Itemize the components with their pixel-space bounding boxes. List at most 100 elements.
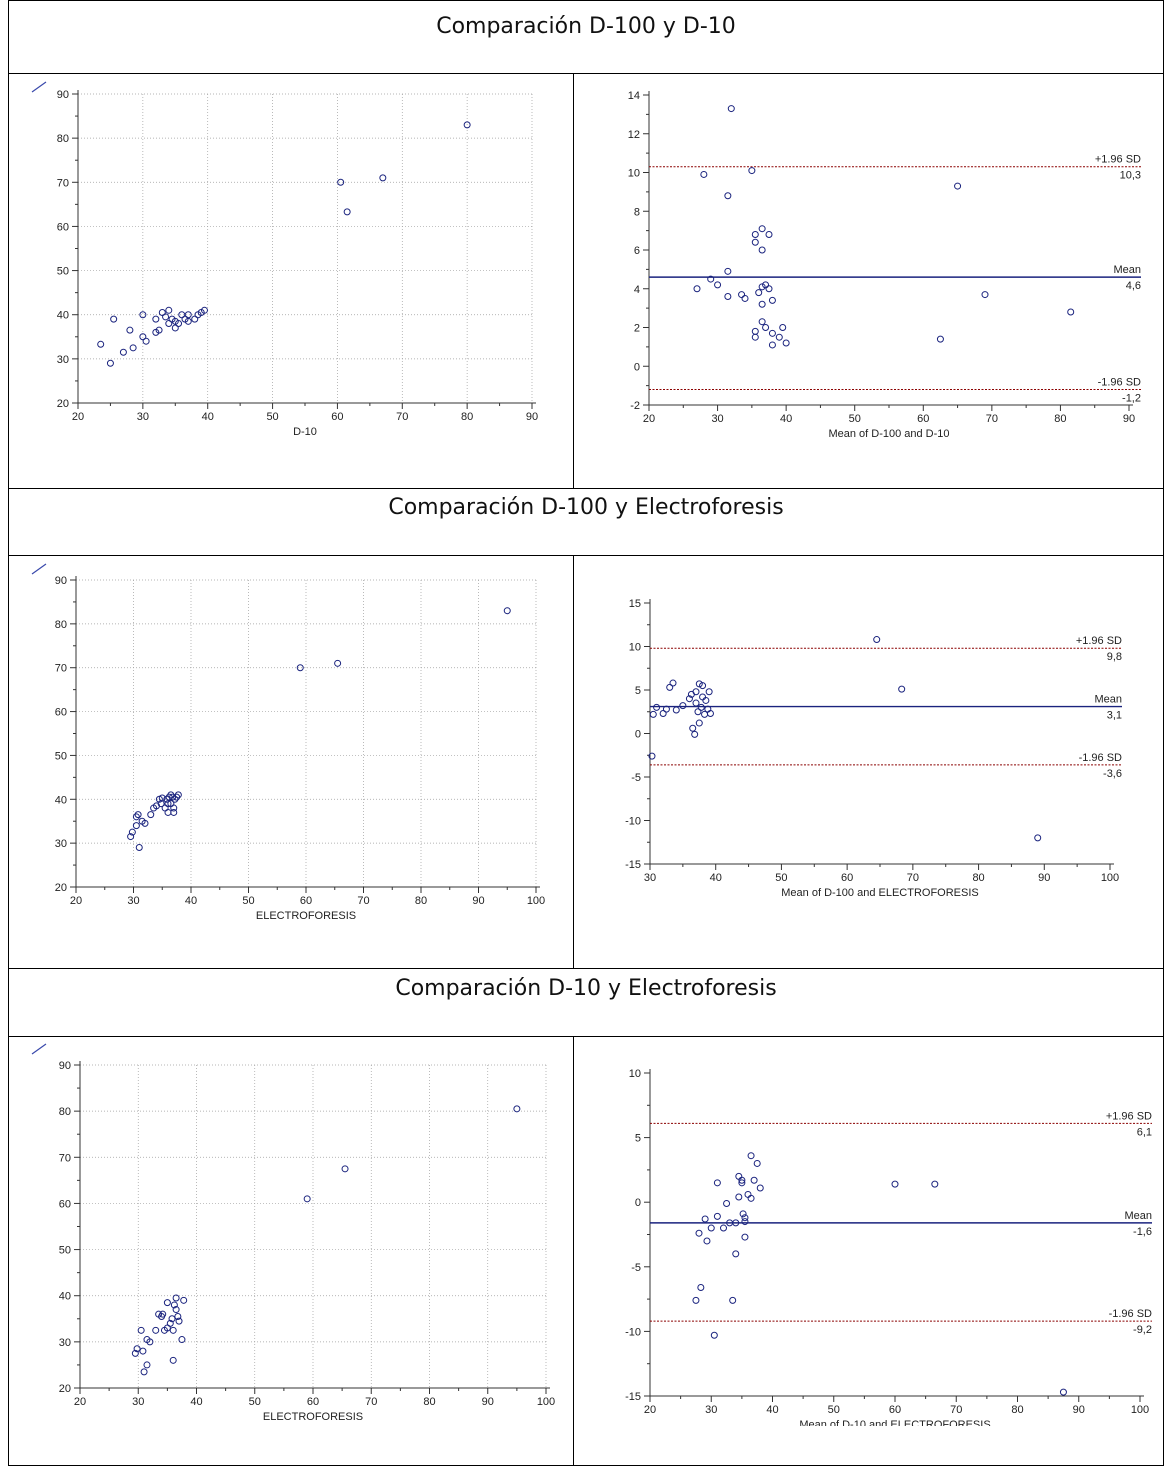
data-point — [513, 1105, 521, 1113]
data-point — [765, 231, 773, 238]
data-point — [693, 285, 701, 293]
x-axis-label: D-10 — [293, 426, 317, 438]
data-point — [751, 333, 759, 341]
data-point — [706, 709, 714, 717]
data-point — [106, 359, 114, 367]
data-point — [126, 326, 134, 334]
data-point — [158, 309, 166, 317]
x-axis-label: ELECTROFORESIS — [256, 910, 356, 922]
data-point — [165, 306, 173, 314]
y-tick-label: 50 — [55, 750, 67, 762]
data-point — [705, 688, 713, 696]
data-point — [164, 808, 172, 816]
data-point — [296, 664, 304, 672]
data-point — [140, 1368, 148, 1376]
data-point — [132, 813, 140, 821]
line-value-label: 10,3 — [1120, 170, 1141, 182]
data-point — [134, 811, 142, 819]
y-tick-label: -5 — [631, 1262, 641, 1274]
data-point — [873, 636, 881, 644]
data-point — [669, 679, 677, 687]
x-tick-label: 30 — [711, 413, 723, 425]
data-point — [343, 208, 351, 216]
x-tick-label: 100 — [1131, 1404, 1149, 1416]
data-point — [891, 1180, 899, 1188]
data-point — [167, 791, 175, 799]
x-tick-label: 40 — [710, 872, 722, 884]
data-point — [137, 1326, 145, 1334]
data-point — [898, 685, 906, 693]
y-tick-label: 70 — [57, 177, 69, 189]
data-point — [703, 1237, 711, 1245]
x-tick-label: 90 — [1038, 872, 1050, 884]
data-point — [110, 315, 118, 323]
row-divider — [8, 488, 1164, 489]
x-axis-label: Mean of D-100 and D-10 — [828, 428, 949, 440]
column-divider — [573, 73, 574, 488]
x-tick-label: 60 — [331, 411, 343, 423]
line-value-label: 3,1 — [1107, 710, 1122, 722]
data-point — [751, 238, 759, 246]
line-value-label: -9,2 — [1133, 1324, 1152, 1336]
data-point — [707, 275, 715, 283]
y-tick-label: 30 — [59, 1337, 71, 1349]
data-point — [172, 1306, 180, 1314]
x-tick-label: 40 — [190, 1396, 202, 1408]
data-point — [936, 335, 944, 343]
x-tick-label: 40 — [766, 1404, 778, 1416]
x-axis-label: ELECTROFORESIS — [263, 1411, 363, 1423]
data-point — [133, 1345, 141, 1353]
data-point — [744, 1190, 752, 1198]
x-tick-label: 70 — [365, 1396, 377, 1408]
data-point — [700, 170, 708, 178]
y-tick-label: 90 — [55, 575, 67, 587]
x-tick-label: 90 — [1123, 413, 1135, 425]
y-tick-label: 10 — [629, 1068, 641, 1080]
data-point — [779, 324, 787, 331]
data-point — [735, 1172, 743, 1180]
data-point — [169, 1356, 177, 1364]
x-tick-label: 80 — [461, 411, 473, 423]
data-point — [748, 167, 756, 175]
line-label: Mean — [1124, 1210, 1152, 1222]
y-tick-label: 4 — [634, 284, 640, 296]
data-point — [707, 1224, 715, 1232]
data-point — [713, 1212, 721, 1220]
data-point — [724, 192, 732, 200]
data-point — [659, 709, 667, 717]
data-point — [765, 285, 773, 293]
x-tick-label: 50 — [849, 413, 861, 425]
y-tick-label: 10 — [629, 642, 641, 654]
data-point — [1067, 308, 1075, 316]
data-point — [341, 1165, 349, 1173]
data-point — [139, 1347, 147, 1355]
data-point — [334, 659, 342, 667]
y-tick-label: -2 — [630, 400, 640, 412]
data-point — [724, 267, 732, 275]
data-point — [128, 828, 136, 836]
y-tick-label: 15 — [629, 598, 641, 610]
data-point — [180, 1296, 188, 1304]
data-point — [129, 344, 137, 352]
data-point — [695, 719, 703, 727]
data-point — [172, 1294, 180, 1302]
data-point — [758, 246, 766, 254]
row-divider — [8, 555, 1164, 556]
x-tick-label: 60 — [889, 1404, 901, 1416]
y-tick-label: -10 — [625, 816, 641, 828]
data-point — [741, 1233, 749, 1241]
column-divider — [573, 555, 574, 968]
section-title: Comparación D-100 y Electroforesis — [388, 495, 784, 520]
y-tick-label: 20 — [59, 1383, 71, 1395]
x-axis-label: Mean of D-100 and ELECTROFORESIS — [781, 887, 978, 899]
data-point — [175, 320, 183, 328]
data-point — [724, 293, 732, 300]
x-tick-label: 30 — [644, 872, 656, 884]
data-point — [732, 1250, 740, 1258]
data-point — [691, 730, 699, 738]
x-tick-label: 80 — [972, 872, 984, 884]
data-point — [178, 1336, 186, 1344]
data-point — [174, 1312, 182, 1320]
x-tick-label: 30 — [132, 1396, 144, 1408]
y-tick-label: 50 — [57, 266, 69, 278]
